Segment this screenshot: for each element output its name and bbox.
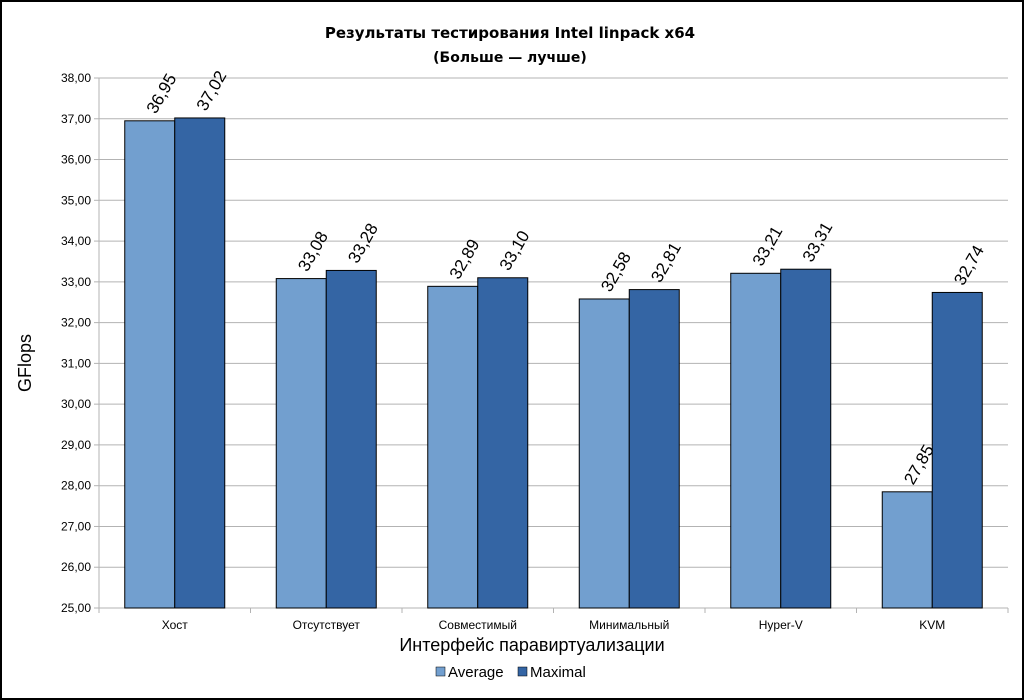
bar-maximal [628,289,680,609]
legend-label-average: Average [448,664,504,681]
y-tick-label: 27,00 [61,519,91,533]
y-tick-label: 28,00 [61,479,91,493]
x-axis-label: Интерфейс паравиртуализации [399,635,664,655]
y-axis-label: GFlops [15,334,35,392]
chart-subtitle: (Больше — лучше) [433,50,587,66]
x-category-label: Минимальный [589,618,669,632]
bar-average [275,278,327,609]
y-tick-label: 26,00 [61,560,91,574]
chart-title: Результаты тестирования Intel linpack x6… [325,24,695,42]
y-tick-label: 37,00 [61,112,91,126]
y-tick-label: 33,00 [61,275,91,289]
data-label: 33,28 [344,220,382,266]
y-tick-label: 34,00 [61,234,91,248]
y-tick-label: 25,00 [61,601,91,615]
data-label: 33,21 [749,223,787,269]
legend-label-maximal: Maximal [530,664,586,681]
data-label: 33,10 [496,227,534,273]
legend-swatch-maximal [517,666,528,677]
bar-maximal [780,268,832,609]
data-label: 32,81 [647,239,685,285]
data-labels: 36,95 37,02 33,08 33,28 32,89 33,10 32,58 32,81… [143,68,988,488]
x-category-label: KVM [919,618,945,632]
x-category-label: Хост [162,618,189,632]
bar-maximal [477,277,529,609]
y-tick-label: 29,00 [61,438,91,452]
data-label: 32,89 [446,236,484,282]
y-tick-label: 38,00 [61,71,91,85]
x-category-label: Отсутствует [293,618,361,632]
y-tick-label: 36,00 [61,153,91,167]
bar-maximal [174,117,226,609]
data-label: 32,58 [597,249,635,295]
bar-average [124,120,176,609]
bar-maximal [325,269,377,609]
bars [124,117,983,609]
data-label: 36,95 [143,70,181,116]
gridlines [94,77,1009,613]
y-tick-label: 30,00 [61,397,91,411]
y-tick-label: 35,00 [61,193,91,207]
x-category-label: Hyper-V [759,618,803,632]
bar-average [881,491,933,609]
y-tick-label: 31,00 [61,356,91,370]
legend: Average Maximal [435,664,586,681]
x-category-labels: Хост Отсутствует Совместимый Минимальный Hyp… [162,618,946,632]
x-category-label: Совместимый [439,618,517,632]
data-label: 37,02 [193,68,231,114]
bar-maximal [931,291,983,609]
data-label: 33,08 [294,228,332,274]
y-tick-label: 32,00 [61,316,91,330]
bar-average [427,285,479,609]
data-label: 33,31 [799,219,837,265]
bar-average [730,272,782,609]
y-tick-labels: 25,00 26,00 27,00 28,00 29,00 30,00 31,00 32,00… [61,71,91,615]
bar-average [578,298,630,609]
legend-swatch-average [435,666,446,677]
